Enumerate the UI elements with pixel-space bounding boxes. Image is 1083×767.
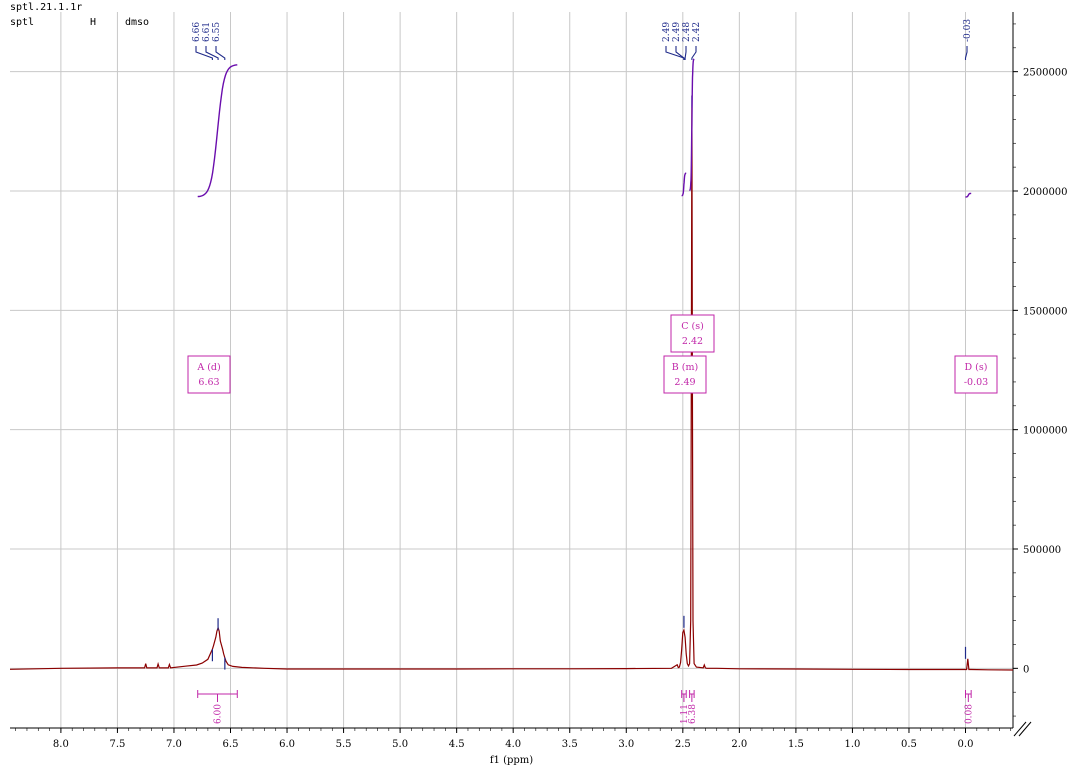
multiplet-box <box>954 355 998 394</box>
peak-pick-label: 2.49 <box>672 22 682 42</box>
peak-pick-label: 2.42 <box>692 22 702 42</box>
peak-pick-connector <box>665 46 685 60</box>
y-tick-label: 2500000 <box>1023 68 1068 79</box>
x-tick-label: 7.0 <box>166 739 182 750</box>
integral-value: 1.11 <box>680 704 690 724</box>
multiplet-box <box>187 355 231 394</box>
peak-pick-connector <box>684 46 687 60</box>
multiplet-value: 2.42 <box>682 336 703 347</box>
integral-curve <box>689 58 695 192</box>
x-tick-label: 0.5 <box>901 739 917 750</box>
peak-pick-label: 6.61 <box>202 22 212 42</box>
header-nucleus: H <box>90 17 97 28</box>
x-tick-label: 1.5 <box>788 739 804 750</box>
peak-pick-connector <box>964 46 968 60</box>
integral-value: 0.08 <box>964 704 974 724</box>
y-tick-label: 500000 <box>1023 545 1061 556</box>
x-tick-label: 6.0 <box>279 739 295 750</box>
x-tick-label: 4.0 <box>505 739 521 750</box>
header-solvent: dmso <box>125 17 150 28</box>
x-tick-label: 2.0 <box>731 739 747 750</box>
integral-curve <box>197 64 238 198</box>
header-sample: sptl <box>10 17 35 28</box>
multiplet-box <box>663 355 707 394</box>
x-tick-label: 2.5 <box>675 739 691 750</box>
integral-curve <box>681 172 687 197</box>
x-axis-label: f1 (ppm) <box>490 755 533 766</box>
multiplet-label: C (s) <box>681 321 704 332</box>
integral-value: 6.38 <box>688 704 698 724</box>
axis-break-mark <box>1018 721 1032 737</box>
multiplet-label: A (d) <box>196 362 220 373</box>
peak-pick-connector <box>675 46 685 60</box>
x-tick-label: 8.0 <box>53 739 69 750</box>
peak-pick-label: 2.49 <box>662 22 672 42</box>
x-tick-label: 1.0 <box>844 739 860 750</box>
peak-pick-connector <box>215 46 226 60</box>
x-tick-label: 5.0 <box>392 739 408 750</box>
x-tick-label: 5.5 <box>336 739 352 750</box>
y-tick-label: 1500000 <box>1023 306 1068 317</box>
x-tick-label: 0.0 <box>958 739 974 750</box>
multiplet-value: 6.63 <box>198 377 219 388</box>
peak-pick-label: 6.55 <box>212 22 222 42</box>
peak-pick-connector <box>195 46 213 60</box>
peak-pick-connector <box>691 46 697 60</box>
integral-curve <box>965 192 972 198</box>
multiplet-value: -0.03 <box>964 377 988 388</box>
x-tick-label: 3.0 <box>618 739 634 750</box>
x-tick-label: 3.5 <box>562 739 578 750</box>
axis-break-mark <box>1013 721 1027 737</box>
peak-pick-label: 2.48 <box>682 22 692 42</box>
x-tick-label: 4.5 <box>449 739 465 750</box>
spectrum-trace <box>9 107 1014 671</box>
peak-pick-label: -0.03 <box>963 19 973 42</box>
multiplet-value: 2.49 <box>674 377 695 388</box>
header-file-name: sptl.21.1.1r <box>10 2 83 13</box>
peak-pick-connector <box>205 46 219 60</box>
multiplet-label: D (s) <box>965 362 988 373</box>
integral-value: 6.00 <box>213 704 223 724</box>
y-tick-label: 2000000 <box>1023 187 1068 198</box>
peak-pick-label: 6.66 <box>192 22 202 42</box>
multiplet-label: B (m) <box>672 362 698 373</box>
multiplet-box <box>670 314 715 353</box>
x-tick-label: 7.5 <box>109 739 125 750</box>
y-tick-label: 1000000 <box>1023 426 1068 437</box>
y-tick-label: 0 <box>1023 664 1029 675</box>
x-tick-label: 6.5 <box>223 739 239 750</box>
